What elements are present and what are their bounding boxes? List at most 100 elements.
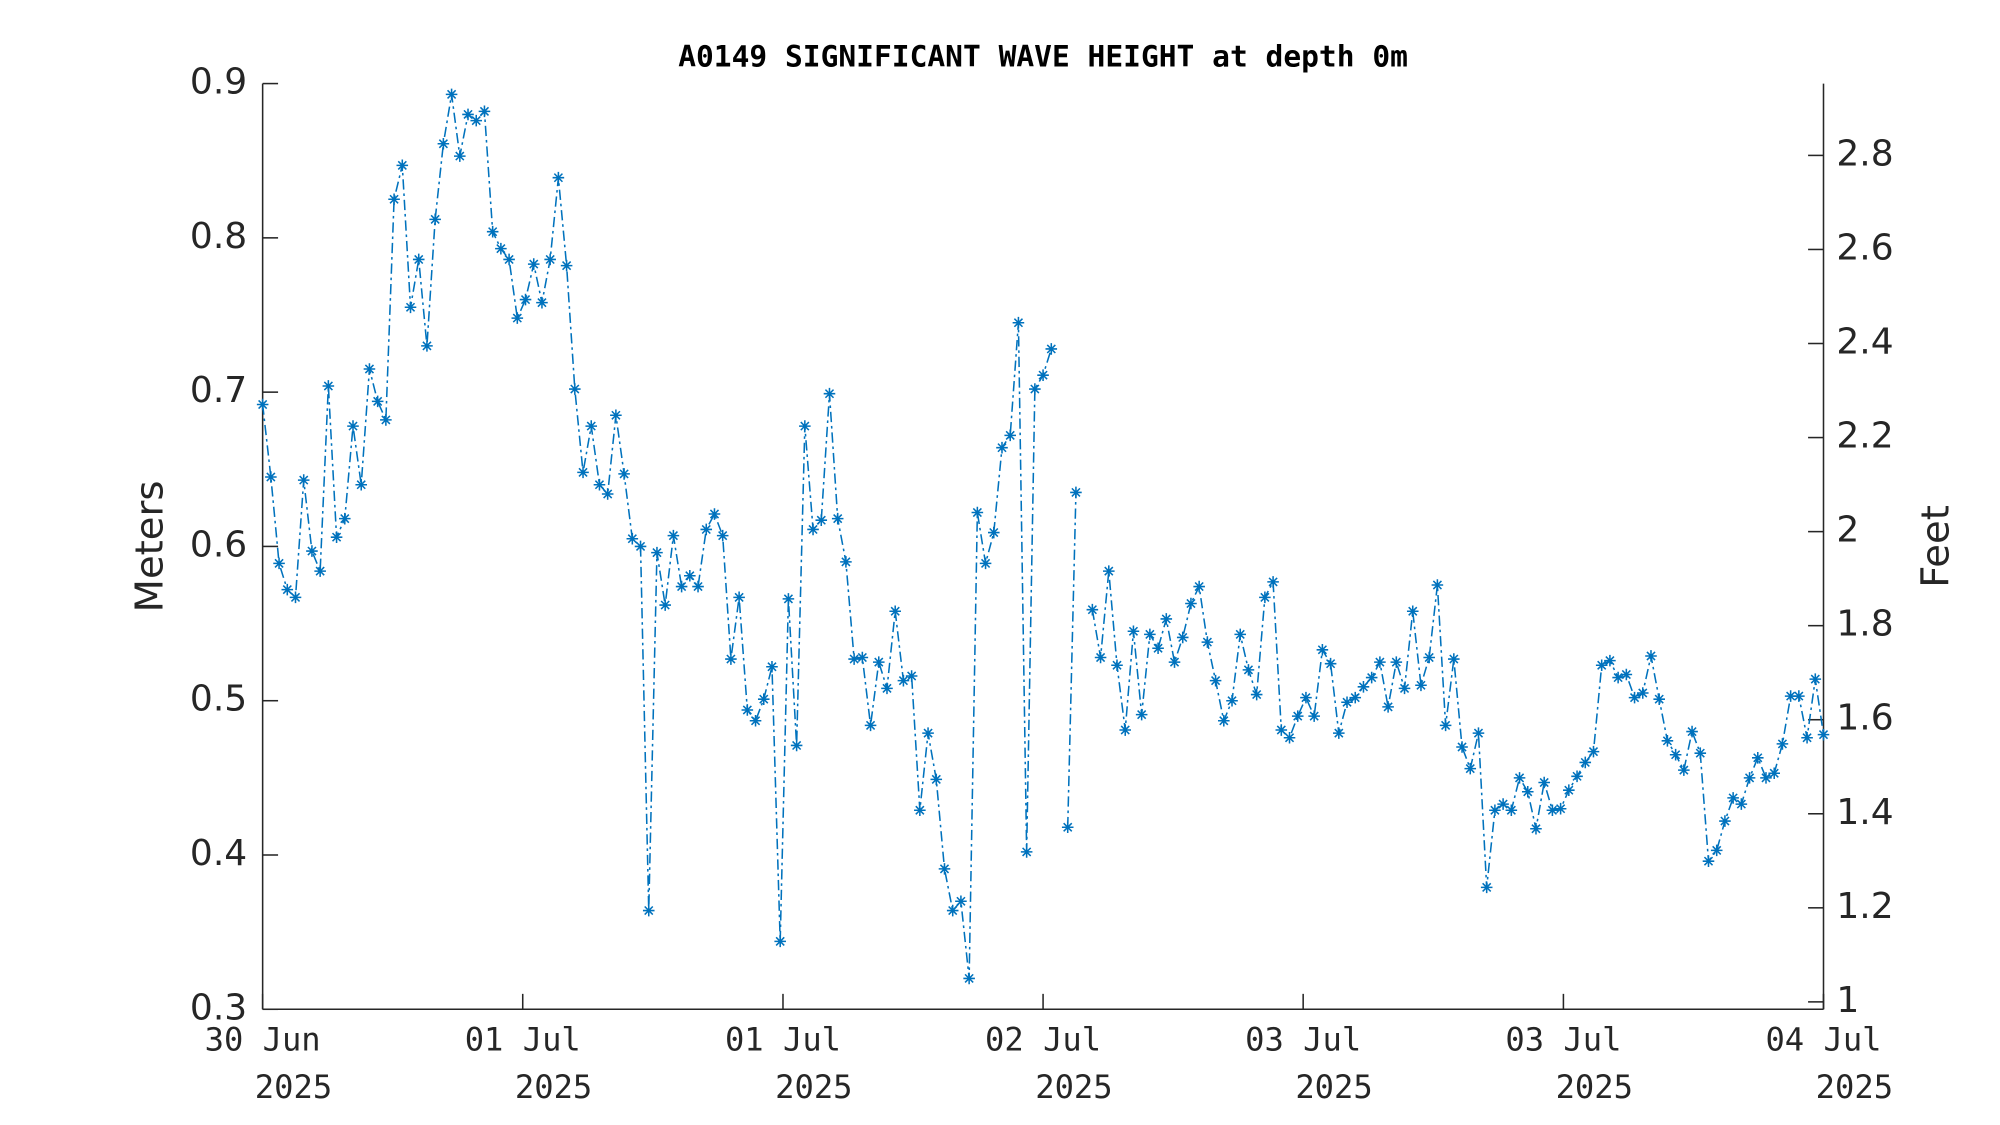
marker	[1563, 784, 1575, 796]
x-tick-sublabel: 2025	[1035, 1068, 1112, 1106]
marker	[716, 529, 729, 542]
marker	[799, 420, 811, 432]
marker	[1710, 844, 1723, 857]
marker	[872, 656, 885, 668]
marker	[610, 409, 622, 422]
y2-tick-label: 1.4	[1836, 792, 1893, 833]
marker	[1226, 694, 1238, 707]
marker	[741, 704, 754, 716]
marker	[552, 171, 565, 184]
marker	[1218, 714, 1230, 727]
marker	[371, 395, 384, 408]
marker	[1579, 756, 1592, 769]
marker	[1037, 369, 1049, 381]
marker	[486, 225, 499, 238]
marker	[536, 296, 548, 309]
marker	[864, 719, 877, 732]
marker	[807, 523, 819, 536]
marker	[355, 478, 368, 491]
marker	[1209, 674, 1222, 687]
marker	[1382, 701, 1394, 713]
marker	[840, 556, 852, 568]
marker	[626, 532, 639, 545]
marker	[938, 863, 951, 875]
marker	[1694, 747, 1707, 759]
marker	[955, 895, 967, 908]
marker	[987, 526, 1000, 539]
marker	[363, 363, 376, 375]
marker	[996, 441, 1008, 454]
marker	[634, 540, 647, 553]
marker	[1743, 772, 1756, 784]
marker	[503, 253, 515, 266]
y-tick-label: 0.5	[190, 679, 247, 720]
marker	[1094, 651, 1107, 664]
marker	[1333, 727, 1345, 739]
marker	[462, 108, 474, 121]
marker	[1300, 691, 1312, 704]
marker	[1316, 644, 1329, 656]
marker	[1259, 591, 1271, 604]
marker	[1168, 656, 1181, 668]
marker	[831, 512, 844, 525]
y2-tick-label: 1.8	[1836, 604, 1893, 645]
marker	[1127, 625, 1140, 638]
y-tick-label: 0.3	[190, 987, 247, 1028]
x-tick-sublabel: 2025	[1816, 1068, 1893, 1106]
x-tick-label: 04 Jul	[1765, 1020, 1881, 1058]
marker	[1735, 798, 1748, 810]
marker	[560, 259, 573, 272]
marker	[733, 591, 745, 604]
marker	[1201, 636, 1214, 648]
marker	[330, 531, 343, 543]
x-tick-label: 02 Jul	[985, 1020, 1101, 1058]
marker	[1595, 659, 1608, 672]
marker	[544, 253, 556, 266]
marker	[1448, 653, 1460, 665]
marker	[856, 651, 869, 664]
marker	[256, 398, 269, 411]
marker	[815, 514, 828, 526]
marker	[281, 583, 294, 596]
marker	[519, 293, 532, 306]
marker	[1702, 855, 1715, 867]
chart-title: A0149 SIGNIFICANT WAVE HEIGHT at depth 0…	[678, 39, 1408, 73]
marker	[1086, 603, 1099, 616]
y2-tick-label: 2	[1836, 510, 1859, 551]
marker	[495, 242, 507, 255]
y2-tick-label: 2.2	[1836, 416, 1893, 457]
marker	[1193, 580, 1205, 593]
marker	[1678, 764, 1690, 776]
marker	[1390, 656, 1403, 668]
marker	[1111, 659, 1123, 672]
marker	[1612, 671, 1624, 684]
marker	[1530, 822, 1542, 835]
marker	[905, 670, 918, 682]
marker	[1119, 724, 1132, 736]
marker	[1324, 657, 1337, 670]
marker	[1004, 429, 1016, 442]
marker	[1144, 628, 1156, 641]
x-tick-sublabel: 2025	[775, 1068, 852, 1106]
marker	[1751, 752, 1764, 764]
marker	[1357, 681, 1370, 693]
x-tick-sublabel: 2025	[255, 1068, 332, 1106]
marker	[1620, 668, 1633, 681]
marker	[314, 565, 326, 577]
y2-tick-label: 1	[1836, 980, 1859, 1021]
y2-tick-label: 1.6	[1836, 698, 1893, 739]
marker	[1604, 654, 1616, 667]
marker	[1727, 792, 1739, 804]
marker	[1546, 804, 1559, 817]
y2-axis-label: Feet	[1913, 505, 1958, 588]
marker	[1406, 605, 1419, 618]
marker	[1464, 762, 1477, 775]
marker	[963, 972, 975, 985]
marker	[527, 258, 540, 270]
marker	[667, 529, 680, 542]
marker	[388, 193, 400, 206]
marker	[1045, 343, 1058, 355]
marker	[1185, 597, 1197, 610]
x-tick-sublabel: 2025	[515, 1068, 592, 1106]
